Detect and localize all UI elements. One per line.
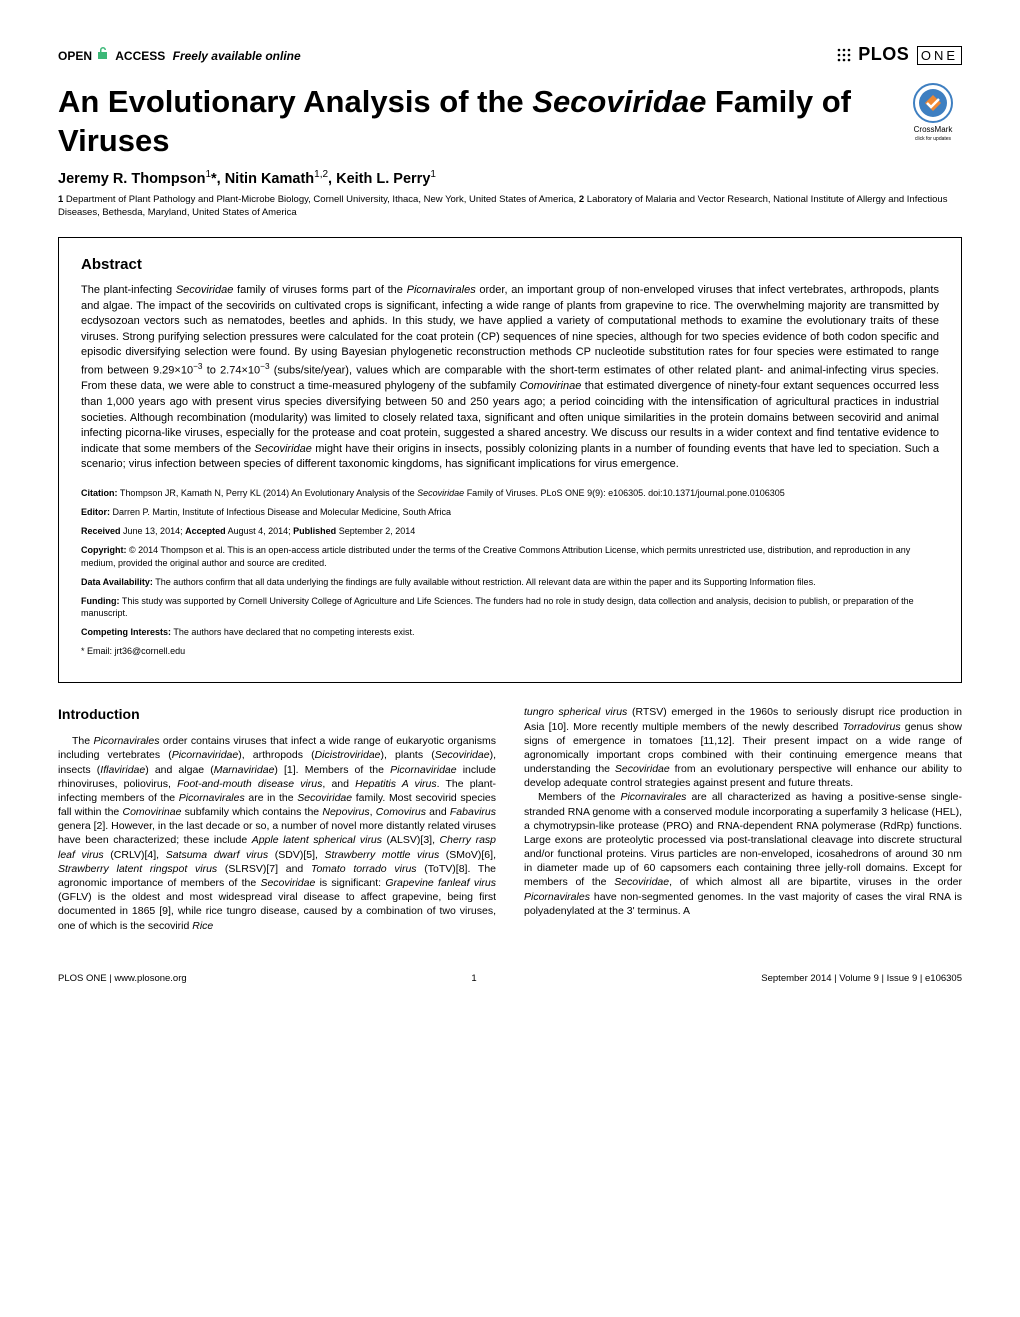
article-title: An Evolutionary Analysis of the Secoviri… [58,83,904,161]
intro-text-col1: The Picornavirales order contains viruse… [58,734,496,932]
access-label: ACCESS [115,49,165,63]
corresponding-email: * Email: jrt36@cornell.edu [81,645,939,657]
journal-logo: PLOS ONE [835,44,962,65]
column-left: Introduction The Picornavirales order co… [58,705,496,932]
plos-dots-icon [835,44,859,64]
dates-line: Received June 13, 2014; Accepted August … [81,525,939,537]
intro-text-col2: tungro spherical virus (RTSV) emerged in… [524,705,962,918]
unlock-icon [97,47,113,63]
crossmark-badge[interactable]: CrossMark click for updates [904,83,962,142]
open-access-badge: OPEN ACCESS Freely available online [58,46,301,63]
citation-line: Citation: Thompson JR, Kamath N, Perry K… [81,487,939,499]
introduction-heading: Introduction [58,705,496,724]
abstract-text: The plant-infecting Secoviridae family o… [81,283,939,473]
plos-one-text: ONE [917,46,962,65]
data-availability-line: Data Availability: The authors confirm t… [81,576,939,588]
authors-line: Jeremy R. Thompson1*, Nitin Kamath1,2, K… [58,169,962,187]
affiliations: 1 Department of Plant Pathology and Plan… [58,194,962,219]
footer-left: PLOS ONE | www.plosone.org [58,973,187,984]
footer-right: September 2014 | Volume 9 | Issue 9 | e1… [761,973,962,984]
crossmark-sublabel: click for updates [904,136,962,142]
column-right: tungro spherical virus (RTSV) emerged in… [524,705,962,932]
page-footer: PLOS ONE | www.plosone.org 1 September 2… [58,969,962,984]
freely-available-label: Freely available online [173,49,301,63]
editor-line: Editor: Darren P. Martin, Institute of I… [81,506,939,518]
competing-interests-line: Competing Interests: The authors have de… [81,626,939,638]
page-header: OPEN ACCESS Freely available online PLOS… [58,44,962,65]
body-columns: Introduction The Picornavirales order co… [58,705,962,932]
abstract-heading: Abstract [81,256,939,273]
crossmark-icon [913,83,953,123]
plos-text: PLOS [858,44,909,64]
crossmark-label: CrossMark [904,125,962,134]
page-number: 1 [471,973,476,984]
funding-line: Funding: This study was supported by Cor… [81,595,939,619]
open-label: OPEN [58,49,92,63]
copyright-line: Copyright: © 2014 Thompson et al. This i… [81,544,939,568]
abstract-box: Abstract The plant-infecting Secoviridae… [58,237,962,683]
